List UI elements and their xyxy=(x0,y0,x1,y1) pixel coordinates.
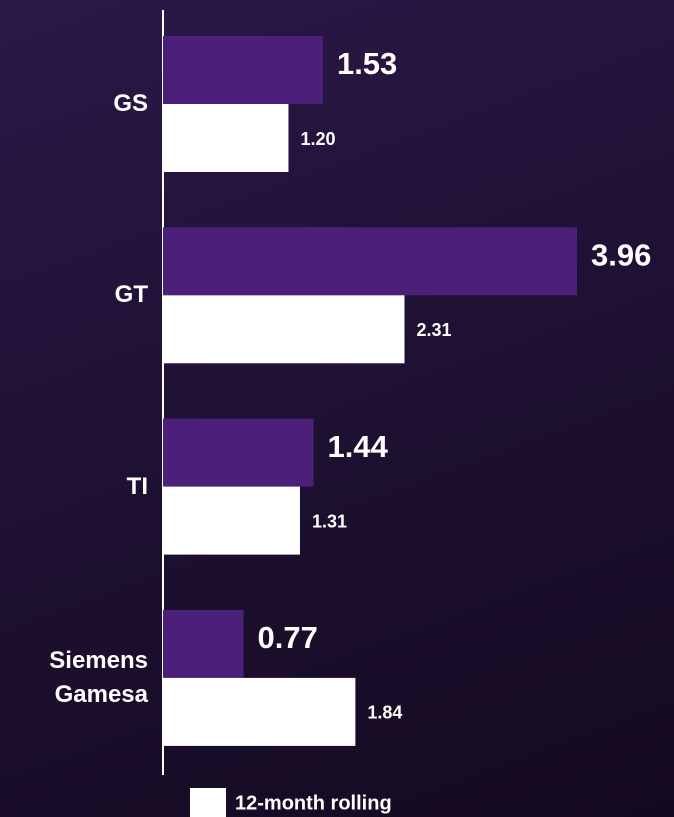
bar xyxy=(163,104,289,172)
value-label: 1.84 xyxy=(367,703,402,723)
bar xyxy=(163,418,314,487)
value-label: 0.77 xyxy=(258,620,318,655)
bar xyxy=(163,227,577,296)
legend-swatch xyxy=(190,788,226,817)
bar xyxy=(163,486,300,555)
category-label: TI xyxy=(126,472,148,500)
category-label: Siemens Gamesa xyxy=(49,646,148,708)
value-label: 1.44 xyxy=(328,429,389,464)
value-label: 1.20 xyxy=(300,129,335,149)
legend-label: 12-month rolling xyxy=(235,792,392,814)
category-label: GS xyxy=(113,90,148,117)
value-label: 3.96 xyxy=(591,237,651,272)
category-label: GT xyxy=(114,281,148,309)
value-label: 1.53 xyxy=(337,46,397,81)
bar xyxy=(163,609,244,678)
bar xyxy=(163,295,405,364)
value-label: 2.31 xyxy=(417,320,452,340)
bar xyxy=(163,677,356,746)
bar xyxy=(163,36,323,104)
value-label: 1.31 xyxy=(312,511,347,531)
